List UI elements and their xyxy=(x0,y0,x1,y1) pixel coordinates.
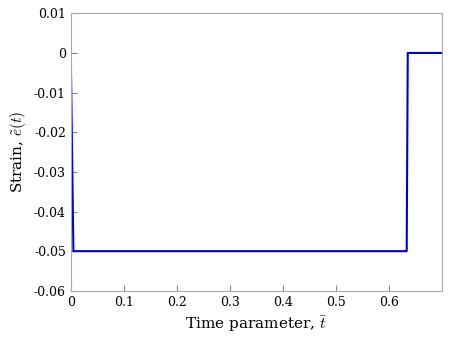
Y-axis label: Strain, $\tilde{e}(t)$: Strain, $\tilde{e}(t)$ xyxy=(9,111,28,193)
X-axis label: Time parameter, $\bar{t}$: Time parameter, $\bar{t}$ xyxy=(185,314,327,334)
